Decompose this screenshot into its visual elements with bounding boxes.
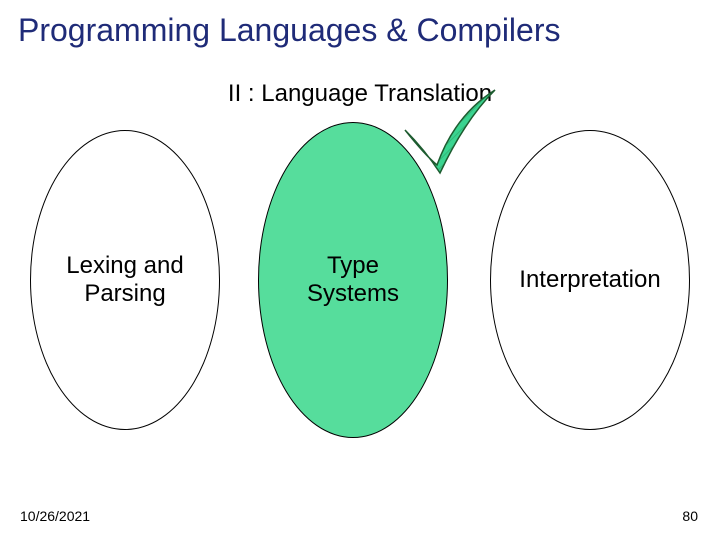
ellipse-label: Lexing andParsing (66, 252, 183, 307)
footer-date: 10/26/2021 (20, 508, 90, 524)
ellipse-label: TypeSystems (307, 252, 399, 307)
slide-title: Programming Languages & Compilers (18, 12, 560, 49)
ellipse-lexing-parsing: Lexing andParsing (30, 130, 220, 430)
ellipse-label: Interpretation (519, 266, 660, 294)
ellipse-type-systems: TypeSystems (258, 122, 448, 438)
ellipse-interpretation: Interpretation (490, 130, 690, 430)
footer-page-number: 80 (682, 508, 698, 524)
